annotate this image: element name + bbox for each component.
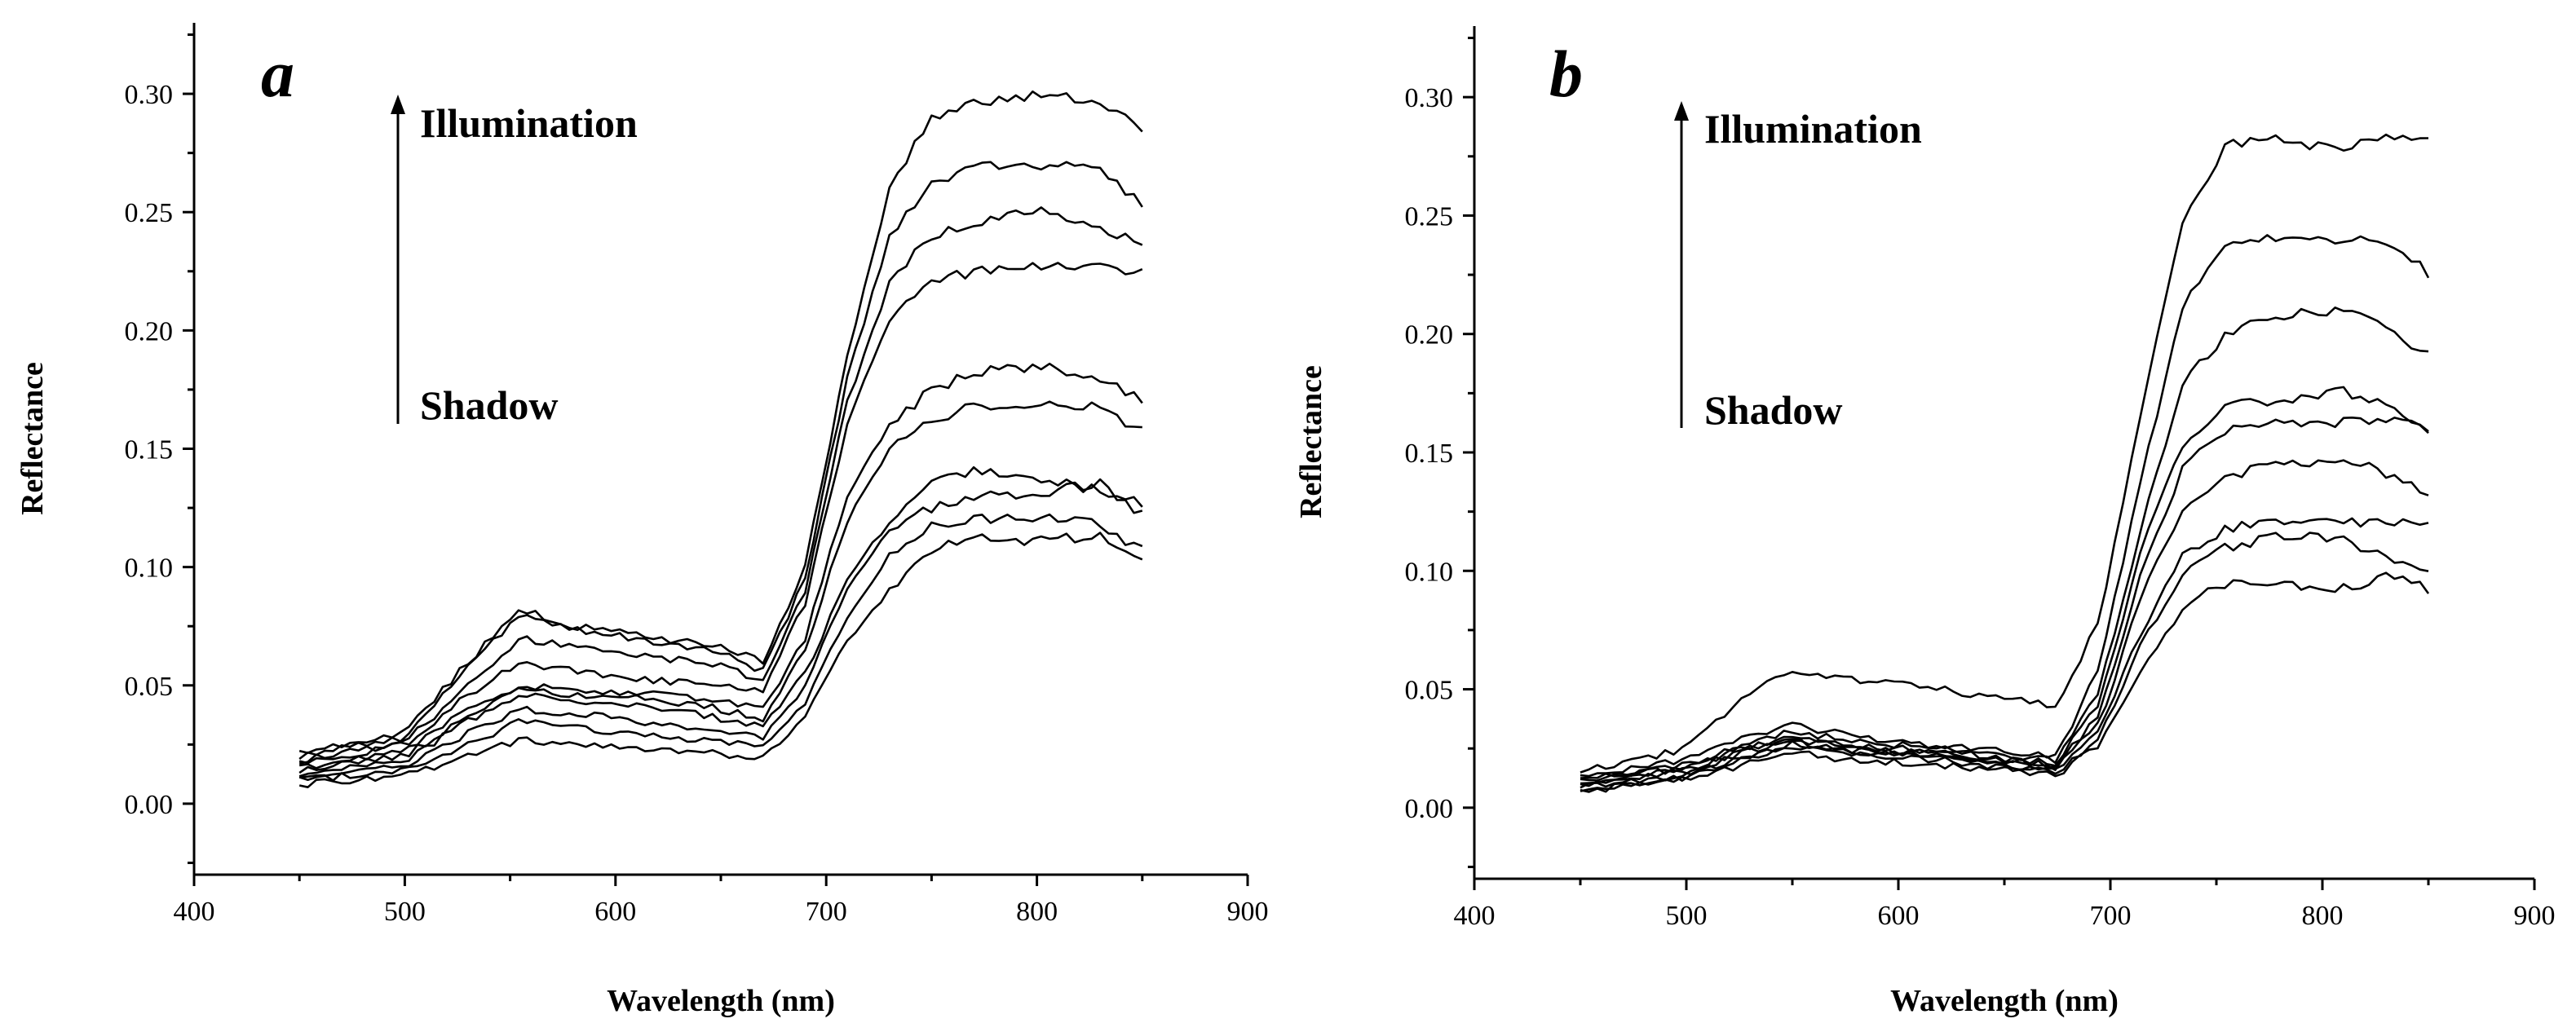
x-tick-label-a-5: 900 [1227, 897, 1269, 927]
spectrum-line-a-9 [299, 513, 1143, 782]
spectrum-line-b-5 [1580, 416, 2429, 787]
spectrum-line-b-3 [1580, 307, 2429, 779]
x-tick-label-b-1: 500 [1666, 901, 1708, 931]
x-axis-title-a: Wavelength (nm) [607, 984, 835, 1018]
spectrum-line-a-2 [298, 161, 1143, 761]
spectrum-line-b-9 [1580, 571, 2430, 793]
y-tick-label-a-3: 0.15 [125, 435, 174, 465]
spectrum-line-a-5 [299, 362, 1143, 770]
arrow-up-icon [391, 95, 405, 114]
spectrum-line-a-1 [298, 90, 1143, 754]
plot-area-b: 400 500 600 700 800 900 0.00 0.05 0.10 0.15 0.20 0.… [1405, 26, 2556, 931]
y-tick-label-b-4: 0.20 [1405, 320, 1454, 351]
x-tick-label-b-4: 800 [2302, 901, 2344, 931]
x-tick-label-b-2: 600 [1878, 901, 1920, 931]
spectrum-line-a-7 [298, 465, 1143, 778]
y-tick-label-a-4: 0.20 [125, 316, 174, 346]
y-tick-label-b-0: 0.00 [1405, 794, 1454, 824]
spectrum-line-b-4 [1580, 386, 2429, 782]
y-axis-title-a: Reflectance [15, 362, 50, 515]
spectrum-line-a-8 [298, 478, 1143, 781]
panel-letter-a: a [261, 37, 294, 111]
annotation-illumination-b: Illumination [1704, 106, 1922, 152]
arrow-a [391, 95, 405, 424]
chart-panel-b: b 400 500 600 700 800 900 0.00 0.05 0.10 0.15 0.20… [1294, 26, 2556, 1018]
spectrum-line-a-6 [298, 400, 1142, 774]
y-tick-label-a-0: 0.00 [125, 790, 174, 820]
spectrum-line-a-3 [298, 206, 1143, 765]
y-tick-label-a-2: 0.10 [125, 553, 174, 584]
y-tick-label-a-1: 0.05 [125, 672, 174, 702]
arrow-up-icon [1674, 101, 1689, 121]
x-tick-label-a-0: 400 [174, 897, 215, 927]
spectrum-line-a-10 [298, 531, 1143, 788]
x-tick-label-b-5: 900 [2514, 901, 2556, 931]
annotation-illumination-a: Illumination [420, 100, 638, 146]
y-tick-label-b-2: 0.10 [1405, 557, 1454, 587]
y-tick-label-b-1: 0.05 [1405, 676, 1454, 706]
y-tick-label-a-5: 0.25 [125, 198, 174, 228]
chart-panel-a: a 400 500 600 700 800 900 0.00 0.05 0.10 0.15 0.20… [15, 23, 1269, 1018]
panel-letter-b: b [1549, 37, 1583, 111]
x-axis-title-b: Wavelength (nm) [1890, 984, 2119, 1018]
y-tick-label-b-3: 0.15 [1405, 439, 1454, 469]
y-tick-label-b-5: 0.25 [1405, 201, 1454, 232]
x-tick-label-a-3: 700 [806, 897, 847, 927]
spectrum-line-b-7 [1580, 517, 2429, 789]
x-tick-label-a-4: 800 [1016, 897, 1058, 927]
annotation-shadow-b: Shadow [1704, 387, 1843, 433]
x-tick-label-a-2: 600 [594, 897, 636, 927]
spectrum-line-b-2 [1580, 234, 2430, 778]
spectrum-line-a-4 [298, 262, 1143, 765]
y-tick-label-a-6: 0.30 [125, 80, 174, 110]
annotation-shadow-a: Shadow [420, 382, 559, 428]
x-tick-label-b-0: 400 [1454, 901, 1496, 931]
plot-area-a: 400 500 600 700 800 900 0.00 0.05 0.10 0.15 0.20 0.… [125, 23, 1269, 927]
y-axis-title-b: Reflectance [1294, 365, 1328, 518]
arrow-b [1674, 101, 1689, 428]
spectrum-line-b-6 [1580, 459, 2429, 785]
spectrum-line-b-1 [1580, 133, 2429, 774]
y-tick-label-b-6: 0.30 [1405, 83, 1454, 113]
x-tick-label-b-3: 700 [2090, 901, 2132, 931]
x-tick-label-a-1: 500 [384, 897, 426, 927]
